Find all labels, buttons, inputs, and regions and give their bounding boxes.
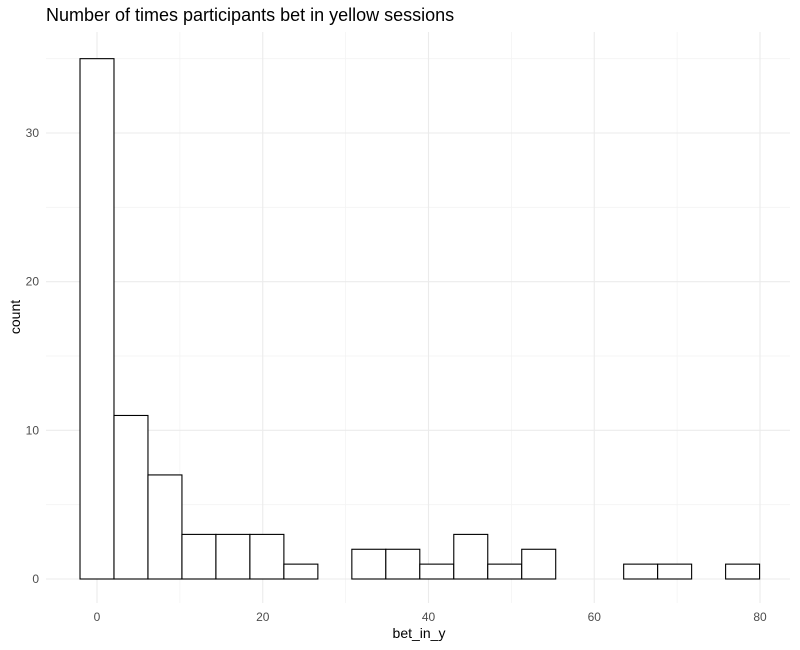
histogram-bar (623, 563, 659, 580)
histogram-bar (283, 563, 319, 580)
chart-title: Number of times participants bet in yell… (46, 5, 455, 25)
histogram-bar (181, 533, 217, 580)
y-axis-title: count (7, 300, 23, 334)
histogram-bar (249, 533, 285, 580)
bars (79, 58, 761, 580)
y-tick-labels: 0 10 20 30 (26, 126, 40, 586)
histogram-bar (147, 474, 183, 580)
x-axis-title: bet_in_y (393, 625, 446, 641)
histogram-bar (657, 563, 693, 580)
y-tick-label: 0 (32, 572, 39, 586)
x-tick-label: 20 (256, 610, 270, 624)
histogram-bar (453, 533, 489, 580)
histogram-bar (487, 563, 523, 580)
histogram-bar (79, 58, 115, 580)
histogram-bar (385, 548, 421, 580)
histogram-bar (419, 563, 455, 580)
minor-gridlines (46, 32, 790, 603)
x-tick-label: 60 (588, 610, 602, 624)
y-tick-label: 30 (26, 126, 40, 140)
x-tick-label: 40 (422, 610, 436, 624)
x-tick-label: 0 (94, 610, 101, 624)
histogram-bar (113, 414, 149, 580)
x-tick-labels: 0 20 40 60 80 (94, 610, 767, 624)
y-tick-label: 20 (26, 275, 40, 289)
x-tick-label: 80 (753, 610, 767, 624)
histogram-bar (351, 548, 387, 580)
histogram-bar (215, 533, 251, 580)
y-tick-label: 10 (26, 423, 40, 437)
histogram-bar (521, 548, 557, 580)
histogram-bar (725, 563, 761, 580)
